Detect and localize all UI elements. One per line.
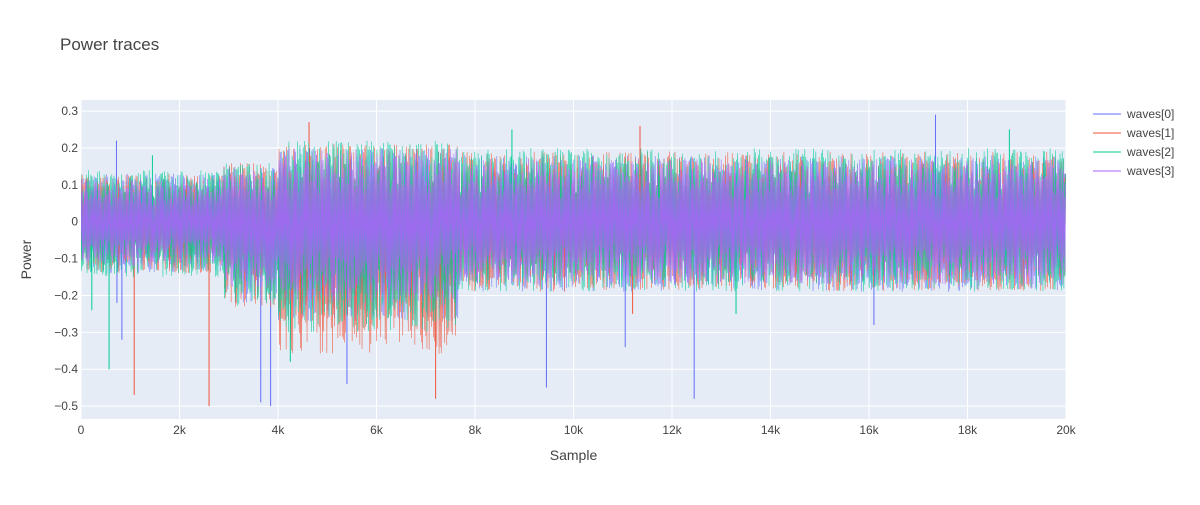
x-axis-ticks: 0 2k 4k 6k 8k 10k 12k 14k 16k 18k 20k	[78, 423, 1077, 437]
x-tick-label: 10k	[564, 423, 584, 437]
y-axis-ticks: −0.5 −0.4 −0.3 −0.2 −0.1 0 0.1 0.2 0.3	[54, 104, 78, 413]
x-tick-label: 20k	[1056, 423, 1076, 437]
x-axis-title: Sample	[550, 447, 598, 463]
legend-item[interactable]: waves[1]	[1093, 126, 1174, 140]
y-tick-label: 0.3	[61, 104, 78, 118]
legend-item[interactable]: waves[2]	[1093, 145, 1174, 159]
y-tick-label: 0	[71, 215, 78, 229]
x-tick-label: 2k	[173, 423, 187, 437]
x-tick-label: 0	[78, 423, 85, 437]
series-3	[81, 148, 1066, 303]
x-tick-label: 12k	[662, 423, 682, 437]
legend-item[interactable]: waves[0]	[1093, 107, 1174, 121]
y-tick-label: −0.5	[54, 399, 78, 413]
x-tick-label: 4k	[272, 423, 286, 437]
chart-title: Power traces	[60, 35, 159, 54]
y-tick-label: −0.4	[54, 362, 78, 376]
series-line	[81, 148, 1066, 303]
y-tick-label: −0.2	[54, 288, 78, 302]
legend-label: waves[0]	[1126, 107, 1174, 121]
x-tick-label: 8k	[469, 423, 483, 437]
series-layer	[81, 114, 1066, 407]
y-tick-label: 0.2	[61, 141, 78, 155]
x-tick-label: 18k	[958, 423, 978, 437]
x-tick-label: 14k	[761, 423, 781, 437]
x-tick-label: 6k	[370, 423, 384, 437]
legend-label: waves[3]	[1126, 164, 1174, 178]
legend: waves[0] waves[1] waves[2] waves[3]	[1093, 107, 1174, 178]
y-axis-title: Power	[18, 239, 34, 279]
legend-label: waves[1]	[1126, 126, 1174, 140]
y-tick-label: 0.1	[61, 178, 78, 192]
x-tick-label: 16k	[859, 423, 879, 437]
y-tick-label: −0.1	[54, 252, 78, 266]
y-tick-label: −0.3	[54, 325, 78, 339]
legend-label: waves[2]	[1126, 145, 1174, 159]
legend-item[interactable]: waves[3]	[1093, 164, 1174, 178]
grid-lines	[80, 100, 1067, 419]
